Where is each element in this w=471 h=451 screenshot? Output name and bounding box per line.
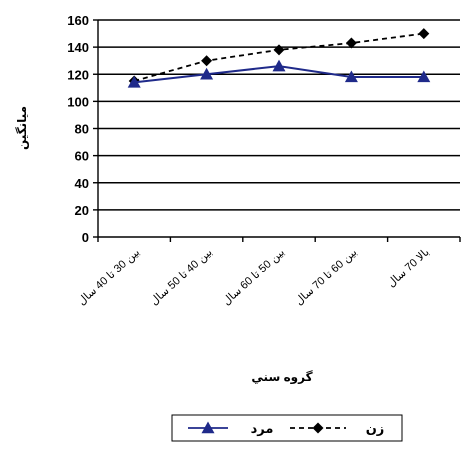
x-tick-label: بين 40 تا 50 سال — [148, 246, 214, 307]
gridlines — [98, 19, 460, 211]
y-tick-label: 60 — [75, 149, 89, 164]
legend-item: مرد — [188, 421, 273, 436]
data-point — [200, 67, 214, 80]
data-point — [418, 28, 430, 40]
data-point — [417, 70, 431, 83]
data-series — [127, 28, 431, 88]
y-tick-label: 160 — [67, 13, 89, 28]
legend-marker — [201, 421, 215, 434]
y-tick-label: 20 — [75, 203, 89, 218]
x-axis-title: گروه سني — [251, 370, 312, 385]
x-tick-label: بالا 70 سال — [385, 246, 431, 289]
y-tick-label: 80 — [75, 122, 89, 137]
series-1 — [127, 59, 431, 88]
axes — [93, 19, 461, 242]
data-point — [273, 44, 285, 56]
data-point — [344, 70, 358, 83]
x-tick-label: بين 50 تا 60 سال — [221, 246, 287, 307]
legend-item: زن — [290, 421, 384, 436]
legend: مرد زن — [171, 414, 403, 442]
data-point — [127, 75, 141, 88]
x-tick-label: بين 60 تا 70 سال — [293, 246, 359, 307]
y-axis-title: ميانگين — [15, 106, 29, 150]
y-tick-label: 0 — [82, 230, 89, 245]
y-tick-label: 100 — [67, 94, 89, 109]
y-tick-labels: 0 20 40 60 80 100 120 140 160 — [67, 13, 89, 245]
legend-label: زن — [366, 421, 385, 436]
x-tick-label: بين 30 تا 40 سال — [76, 246, 142, 307]
y-tick-label: 140 — [67, 40, 89, 55]
data-point — [272, 59, 286, 72]
y-tick-label: 120 — [67, 67, 89, 82]
legend-marker — [312, 422, 324, 434]
data-point — [201, 55, 213, 67]
data-point — [345, 37, 357, 49]
y-tick-label: 40 — [75, 176, 89, 191]
legend-label: مرد — [251, 421, 274, 436]
series-2 — [128, 28, 430, 87]
